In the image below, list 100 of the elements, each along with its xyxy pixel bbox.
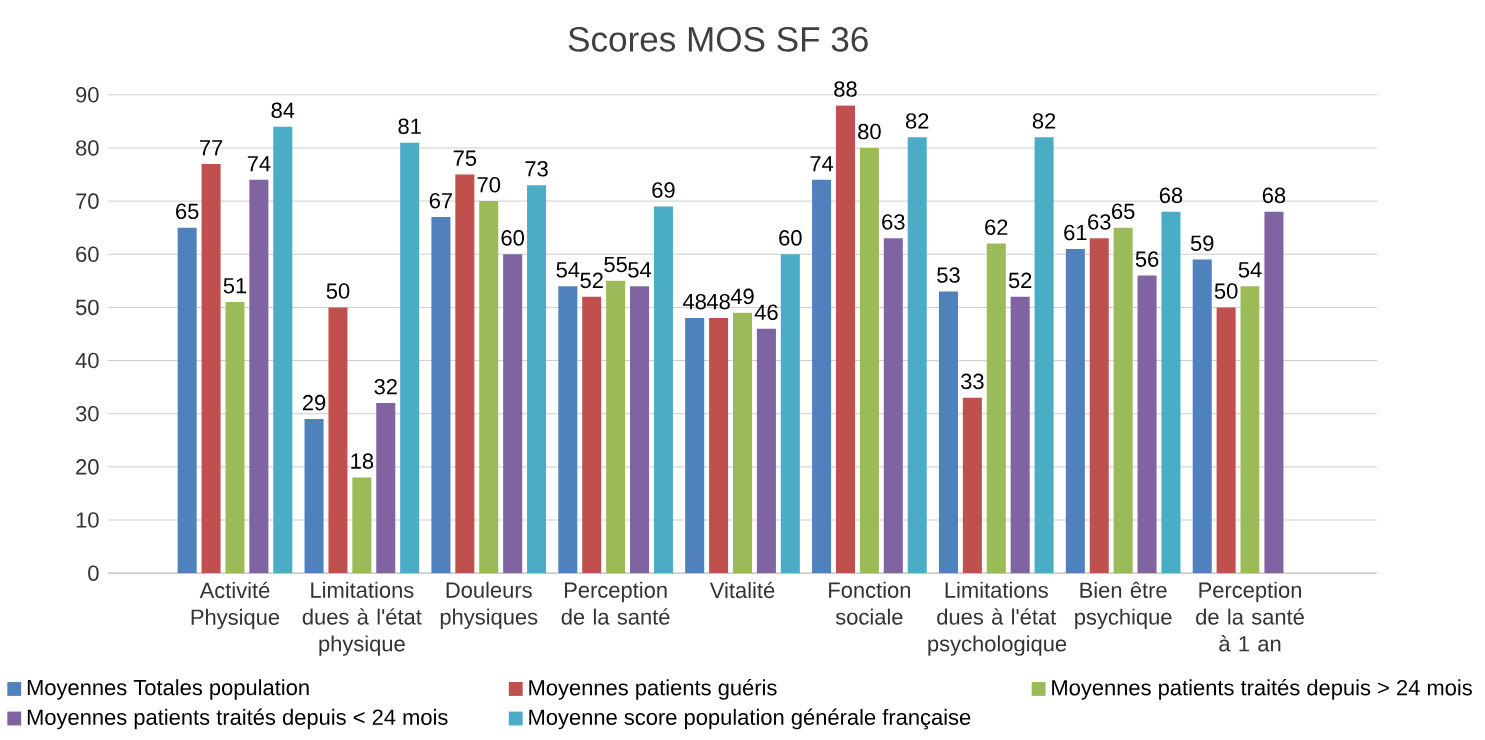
data-label: 60 — [779, 230, 802, 246]
legend-label: Moyennes patients guéris — [529, 679, 777, 700]
data-label: 29 — [302, 395, 326, 411]
legend-label: Moyennes patients traités depuis > 24 mois — [1052, 679, 1472, 700]
bar — [883, 238, 903, 574]
bar — [1113, 227, 1133, 574]
bar — [1089, 238, 1109, 574]
bar — [907, 137, 927, 574]
data-label: 74 — [247, 156, 271, 172]
bar — [756, 328, 776, 574]
bar — [455, 174, 475, 574]
bar — [1137, 275, 1157, 574]
data-label: 32 — [374, 379, 397, 395]
bar — [201, 164, 221, 574]
data-label: 77 — [199, 140, 223, 156]
data-label: 63 — [1088, 214, 1111, 230]
bar — [812, 180, 832, 574]
bar — [527, 185, 547, 574]
data-label: 54 — [556, 262, 580, 278]
bar — [431, 217, 451, 574]
y-tick-label: 60 — [76, 246, 99, 263]
data-label: 68 — [1159, 187, 1183, 204]
data-label: 52 — [580, 272, 603, 289]
bar — [503, 254, 523, 574]
data-label: 80 — [858, 124, 881, 140]
data-label: 62 — [985, 219, 1008, 236]
data-label: 48 — [706, 294, 730, 310]
data-label: 82 — [1032, 113, 1056, 129]
x-tick-label: Vitalité — [709, 581, 775, 599]
bar — [630, 286, 650, 574]
x-tick-label: Perception de la santé — [561, 581, 670, 625]
bar — [938, 291, 958, 574]
data-label: 53 — [937, 267, 960, 284]
y-tick-label: 20 — [76, 459, 99, 475]
data-label: 46 — [754, 304, 778, 321]
bar — [376, 403, 396, 574]
data-label: 84 — [271, 102, 295, 119]
x-tick-label: Activité Physique — [191, 581, 280, 630]
data-label: 75 — [453, 150, 477, 167]
bar — [1034, 137, 1054, 574]
data-label: 82 — [905, 113, 929, 129]
bar — [1161, 211, 1181, 574]
data-label: 52 — [1008, 272, 1032, 289]
bar — [653, 206, 673, 574]
bar — [1192, 259, 1212, 574]
bar — [859, 148, 879, 574]
data-label: 65 — [1112, 203, 1135, 220]
data-label: 49 — [730, 288, 754, 305]
data-label: 54 — [1238, 262, 1262, 278]
legend-label: Moyennes patients traités depuis < 24 mois — [27, 708, 448, 730]
data-label: 59 — [1190, 235, 1214, 252]
data-label: 48 — [683, 294, 706, 310]
data-label: 68 — [1262, 187, 1286, 204]
data-label: 50 — [326, 283, 350, 300]
bar — [986, 243, 1006, 574]
bar — [558, 286, 578, 574]
data-label: 51 — [223, 278, 247, 294]
bar — [1010, 296, 1030, 574]
bar — [1264, 211, 1284, 574]
y-tick-label: 90 — [76, 87, 99, 103]
data-label: 74 — [810, 156, 834, 172]
bar — [685, 318, 705, 574]
legend-label: Moyenne score population générale française — [529, 708, 971, 730]
data-label: 60 — [501, 230, 524, 246]
bar — [304, 419, 324, 574]
bar — [479, 201, 499, 574]
data-label: 50 — [1214, 283, 1238, 300]
y-tick-label: 40 — [75, 353, 99, 369]
legend-label: Moyennes Totales population — [27, 679, 309, 700]
bar — [273, 126, 293, 574]
data-label: 67 — [429, 193, 453, 209]
bar — [835, 105, 855, 574]
data-label: 63 — [882, 214, 905, 230]
bar — [328, 307, 348, 574]
x-tick-label: Limitations dues à l'état physique — [302, 581, 422, 657]
y-tick-label: 80 — [76, 140, 99, 156]
bar — [400, 142, 420, 574]
data-label: 73 — [525, 161, 548, 177]
x-tick-label: Perception de la santé à 1 an — [1196, 581, 1304, 652]
data-label: 88 — [834, 81, 857, 98]
x-tick-label: Limitations dues à l'état psychologique — [928, 581, 1067, 657]
bar — [225, 302, 245, 574]
data-label: 56 — [1135, 251, 1159, 268]
y-tick-label: 70 — [76, 193, 99, 210]
bar — [1216, 307, 1236, 574]
bar — [352, 477, 372, 574]
bar — [780, 254, 800, 574]
y-tick-label: 30 — [75, 406, 99, 422]
bar — [177, 227, 197, 574]
y-tick-label: 10 — [76, 512, 99, 529]
data-label: 65 — [176, 203, 199, 220]
y-tick-label: 0 — [88, 565, 99, 582]
bar — [606, 281, 626, 574]
bar — [962, 397, 982, 574]
data-label: 54 — [628, 262, 652, 278]
y-tick-label: 50 — [75, 299, 99, 316]
bar — [1240, 286, 1260, 574]
bar — [582, 296, 602, 574]
chart-title: Scores MOS SF 36 — [568, 27, 868, 52]
data-label: 81 — [398, 118, 421, 135]
